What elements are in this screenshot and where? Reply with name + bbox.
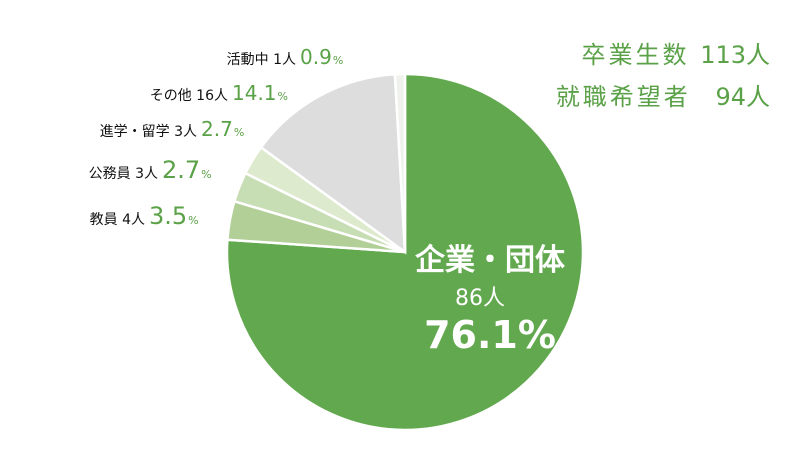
job-seekers-value: 94人: [715, 83, 770, 111]
pie-slice-4: [259, 72, 407, 255]
slice-label-3-name: 進学・留学 3人: [100, 124, 197, 140]
slice-label-5-percent-sign: %: [333, 54, 343, 67]
slice-label-1-percent-sign: %: [188, 214, 198, 227]
slice-label-4-percent: 14.1: [232, 81, 277, 105]
graduates-label: 卒業生数: [581, 41, 690, 69]
slice-label-5-percent: 0.9: [300, 45, 332, 69]
slice-label-2-name: 公務員 3人: [89, 166, 158, 182]
slice-label-2-percent-sign: %: [201, 168, 211, 181]
job-seekers-line: 就職希望者 94人: [556, 76, 770, 118]
slice-label-main-count: 86人: [455, 286, 505, 311]
slice-label-2-percent: 2.7: [162, 156, 200, 184]
slice-label-4-name: その他 16人: [150, 88, 228, 104]
slice-label-5-name: 活動中 1人: [227, 52, 296, 68]
slice-label-3-percent-sign: %: [234, 126, 244, 139]
pie-slice-5: [393, 72, 407, 253]
graduates-line: 卒業生数 113人: [556, 34, 770, 76]
slice-label-main-name: 企業・団体: [415, 243, 566, 278]
slice-label-1-percent: 3.5: [149, 202, 187, 230]
slice-label-3-percent: 2.7: [201, 117, 233, 141]
slice-label-main-percent: 76.1%: [424, 313, 556, 357]
slice-label-4-percent-sign: %: [278, 90, 288, 103]
job-seekers-label: 就職希望者: [555, 83, 691, 111]
summary-box: 卒業生数 113人 就職希望者 94人: [556, 34, 770, 118]
pie-slice-0: [225, 72, 585, 432]
graduates-value: 113人: [700, 41, 770, 69]
slice-label-1-name: 教員 4人: [90, 212, 145, 228]
